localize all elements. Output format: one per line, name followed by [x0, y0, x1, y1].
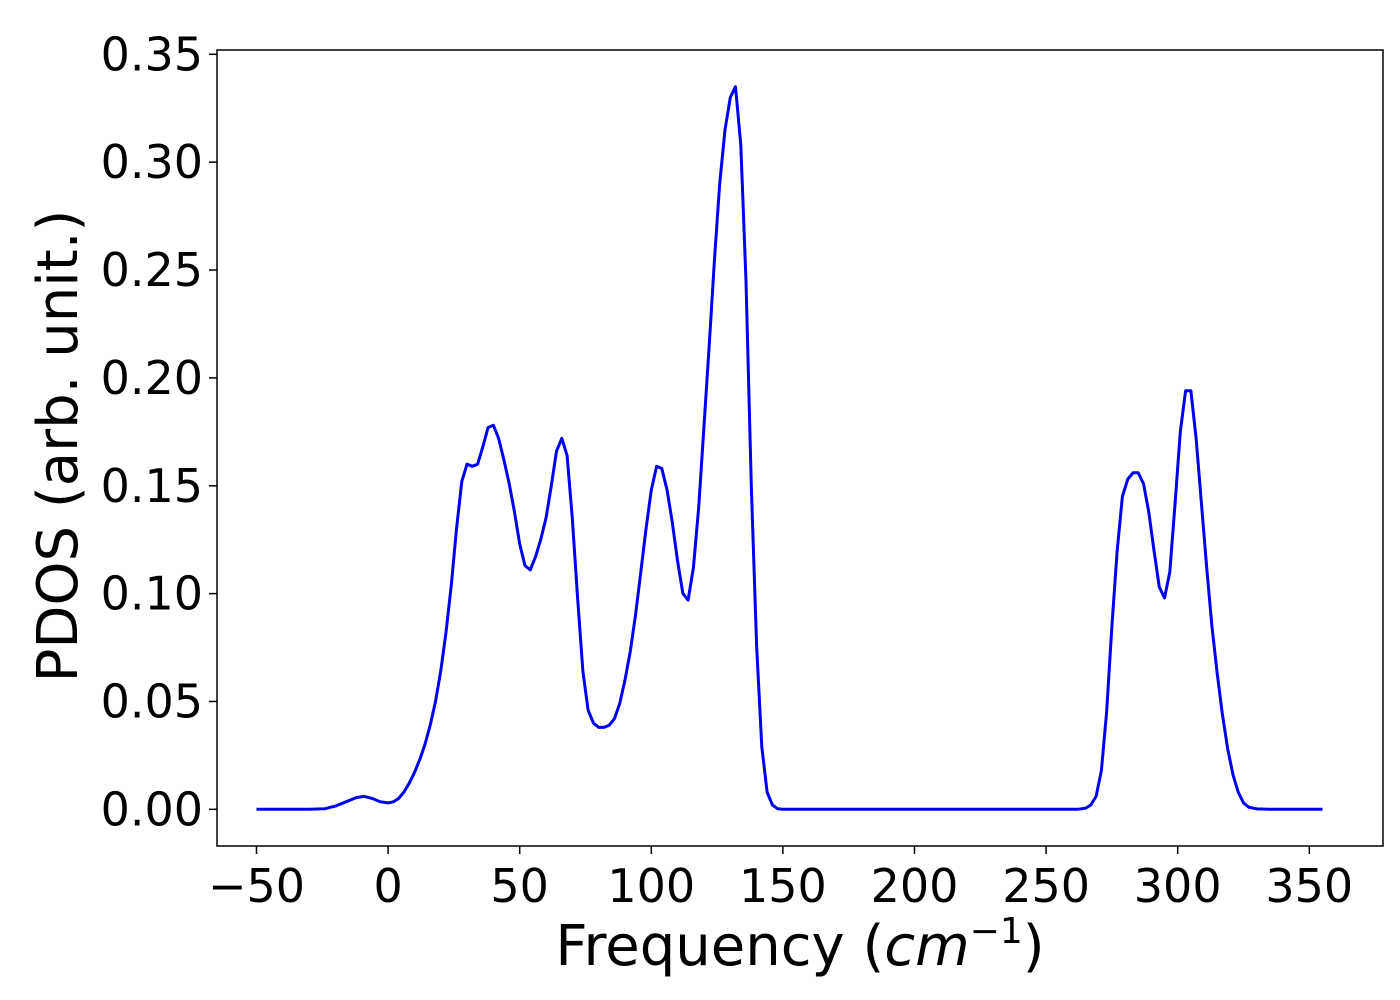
y-tick-label: 0.30: [101, 135, 203, 189]
y-tick-label: 0.05: [101, 674, 203, 728]
x-axis-label: Frequency (cm−1): [555, 911, 1044, 979]
x-tick-label: 200: [871, 859, 959, 913]
y-tick-label: 0.15: [101, 459, 203, 513]
y-tick-label: 0.35: [101, 27, 203, 81]
x-tick-label: 100: [607, 859, 695, 913]
x-axis: −50 0 50 100 150 200 250 300 350: [208, 846, 1353, 913]
series-layer: [256, 85, 1323, 811]
y-axis: 0.00 0.05 0.10 0.15 0.20 0.25 0.30 0.35: [101, 27, 217, 836]
x-tick-label: 350: [1265, 859, 1353, 913]
x-tick-label: −50: [208, 859, 305, 913]
y-tick-label: 0.20: [101, 351, 203, 405]
y-axis-label: PDOS (arb. unit.): [26, 210, 91, 683]
pdos-series-line: [256, 85, 1323, 811]
x-tick-label: 50: [490, 859, 549, 913]
y-tick-label: 0.00: [101, 782, 203, 836]
x-tick-label: 150: [739, 859, 827, 913]
x-tick-label: 0: [373, 859, 402, 913]
y-tick-label: 0.25: [101, 243, 203, 297]
plot-frame: [216, 49, 1384, 847]
y-tick-label: 0.10: [101, 567, 203, 621]
x-tick-label: 250: [1002, 859, 1090, 913]
x-tick-label: 300: [1134, 859, 1222, 913]
